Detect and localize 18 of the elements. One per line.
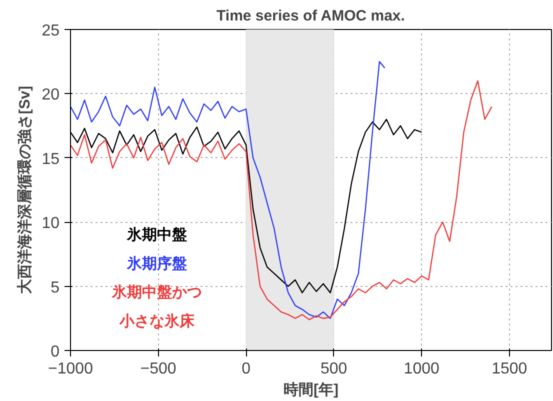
y-tick-label: 20 <box>42 86 60 104</box>
x-axis-title: 時間[年] <box>284 382 339 398</box>
y-axis-title: 大西洋海洋深層循環の強さ[Sv] <box>16 86 34 294</box>
x-tick-label: 1500 <box>492 360 528 378</box>
y-tick-label: 5 <box>50 279 60 296</box>
x-tick-label: 500 <box>320 360 348 378</box>
y-tick-label: 0 <box>50 344 60 360</box>
text: 氷期中盤 <box>126 226 188 244</box>
text: 氷期中盤かつ小さな氷床 <box>111 284 202 330</box>
y-tick-label: 10 <box>42 215 60 232</box>
x-tick-label: −1000 <box>48 360 94 378</box>
chart-title: Time series of AMOC max. <box>216 8 405 24</box>
x-tick-label: 0 <box>242 360 251 378</box>
y-tick-label: 15 <box>42 150 60 168</box>
x-tick-label: −500 <box>140 360 176 378</box>
text: 氷期序盤 <box>126 254 188 272</box>
x-tick-label: 1000 <box>404 360 440 378</box>
y-tick-label: 25 <box>42 22 60 40</box>
